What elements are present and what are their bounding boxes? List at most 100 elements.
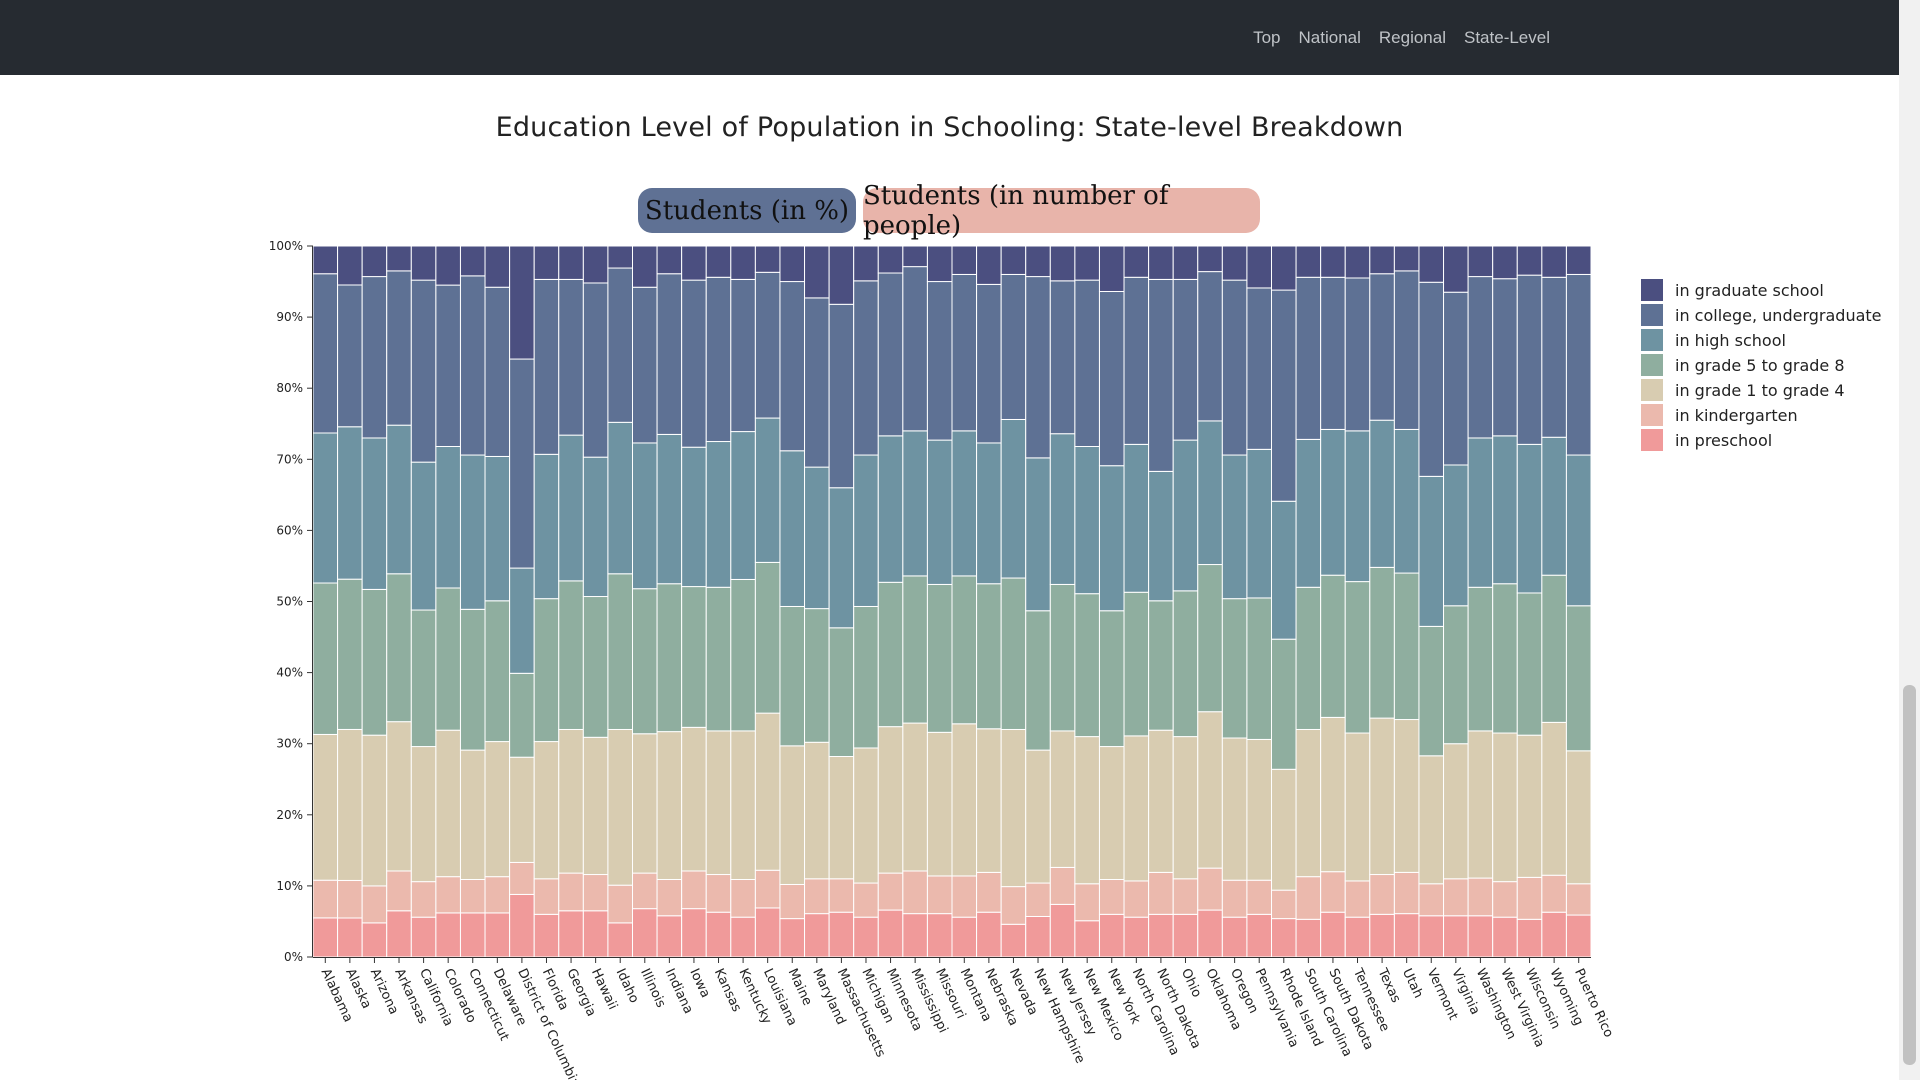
bar-segment [1000,886,1027,925]
bar-segment [754,869,781,909]
bar-segment [804,245,830,299]
bar-segment [558,278,584,436]
bar-segment [607,728,634,886]
bar-segment [1467,877,1494,917]
bar-segment [1148,600,1174,731]
bar-segment [1320,276,1346,430]
bar-segment [705,586,732,732]
bar-segment [1221,245,1248,281]
bar-segment [926,245,953,283]
bar-segment [558,245,584,280]
bar-segment [533,741,560,880]
bar-segment [1271,500,1297,640]
bar-segment [1074,593,1100,738]
bar-segment [312,917,339,958]
bar-segment [1467,730,1494,879]
bar-segment [1467,276,1494,439]
bar-segment [1271,638,1297,770]
bar-segment [705,245,732,278]
bar-segment [853,882,879,918]
bar-segment [1049,583,1076,732]
bar-segment [853,245,879,282]
bar-segment [435,284,461,448]
bar-segment [435,245,461,286]
bar-segment [632,588,658,735]
bar-segment [1000,245,1027,275]
bar-segment [1344,430,1371,583]
bar-segment [1516,245,1543,276]
bar-segment [681,586,707,728]
y-tick-label: 60% [276,523,303,537]
toggle-percent-button[interactable]: Students (in %) [638,188,856,233]
nav-link-national[interactable]: National [1298,27,1361,47]
bar-segment [656,583,683,733]
bar-segment [337,284,363,428]
bar-segment [312,245,339,275]
bar-segment [853,916,879,958]
bar-segment [1123,880,1150,918]
legend-label: in grade 1 to grade 4 [1675,381,1845,400]
bar-segment [1565,750,1592,885]
bar-segment [730,730,756,881]
scrollbar-thumb[interactable] [1903,685,1916,1065]
bar-segment [828,487,855,629]
bar-segment [607,267,634,423]
bar-segment [386,870,412,912]
bar-segment [459,879,486,914]
bar-segment [509,567,535,674]
bar-segment [582,596,609,738]
bar-segment [926,583,953,733]
bar-segment [386,424,412,575]
bar-segment [1123,735,1150,882]
bar-segment [779,450,806,607]
bar-segment [337,879,363,919]
bar-segment [1221,879,1248,918]
bar-segment [1541,276,1567,438]
legend-swatch [1641,379,1663,401]
bar-segment [1197,711,1223,869]
nav-link-state-level[interactable]: State-Level [1464,27,1550,47]
bar-segment [410,746,437,883]
bar-segment [877,272,904,437]
bar-segment [902,870,928,915]
bar-segment [681,279,707,448]
bar-segment [951,430,978,577]
bar-segment [1492,245,1518,280]
bar-segment [1295,728,1322,878]
bar-segment [754,271,781,419]
bar-segment [1393,245,1420,272]
bar-segment [1098,291,1125,467]
bar-segment [361,588,388,736]
nav-link-regional[interactable]: Regional [1378,27,1446,47]
bar-segment [582,736,609,876]
bar-segment [337,245,363,286]
nav-link-top[interactable]: Top [1253,27,1281,47]
bar-segment [1516,443,1543,594]
bar-segment [1516,274,1543,445]
bar-segment [1074,446,1100,595]
bar-segment [1246,913,1273,958]
bar-segment [705,730,732,876]
bar-segment [1443,291,1469,466]
bar-segment [1516,876,1543,920]
bar-segment [681,908,707,958]
bar-segment [730,879,756,918]
chart-title: Education Level of Population in Schooli… [495,112,1404,143]
bar-segment [877,435,904,583]
y-tick-label: 70% [276,452,303,466]
bar-segment [1172,278,1199,441]
bar-segment [1443,245,1469,293]
legend-swatch [1641,329,1663,351]
bar-segment [1025,276,1051,459]
bar-segment [1393,719,1420,873]
bar-segment [1344,880,1371,918]
bar-segment [779,605,806,747]
bar-segment [1197,867,1223,911]
bar-segment [779,281,806,452]
bar-segment [1049,433,1076,585]
bar-segment [361,922,388,958]
bar-segment [1295,276,1322,440]
vertical-scrollbar[interactable] [1899,0,1920,1080]
bar-segment [607,573,634,730]
bar-segment [582,874,609,912]
